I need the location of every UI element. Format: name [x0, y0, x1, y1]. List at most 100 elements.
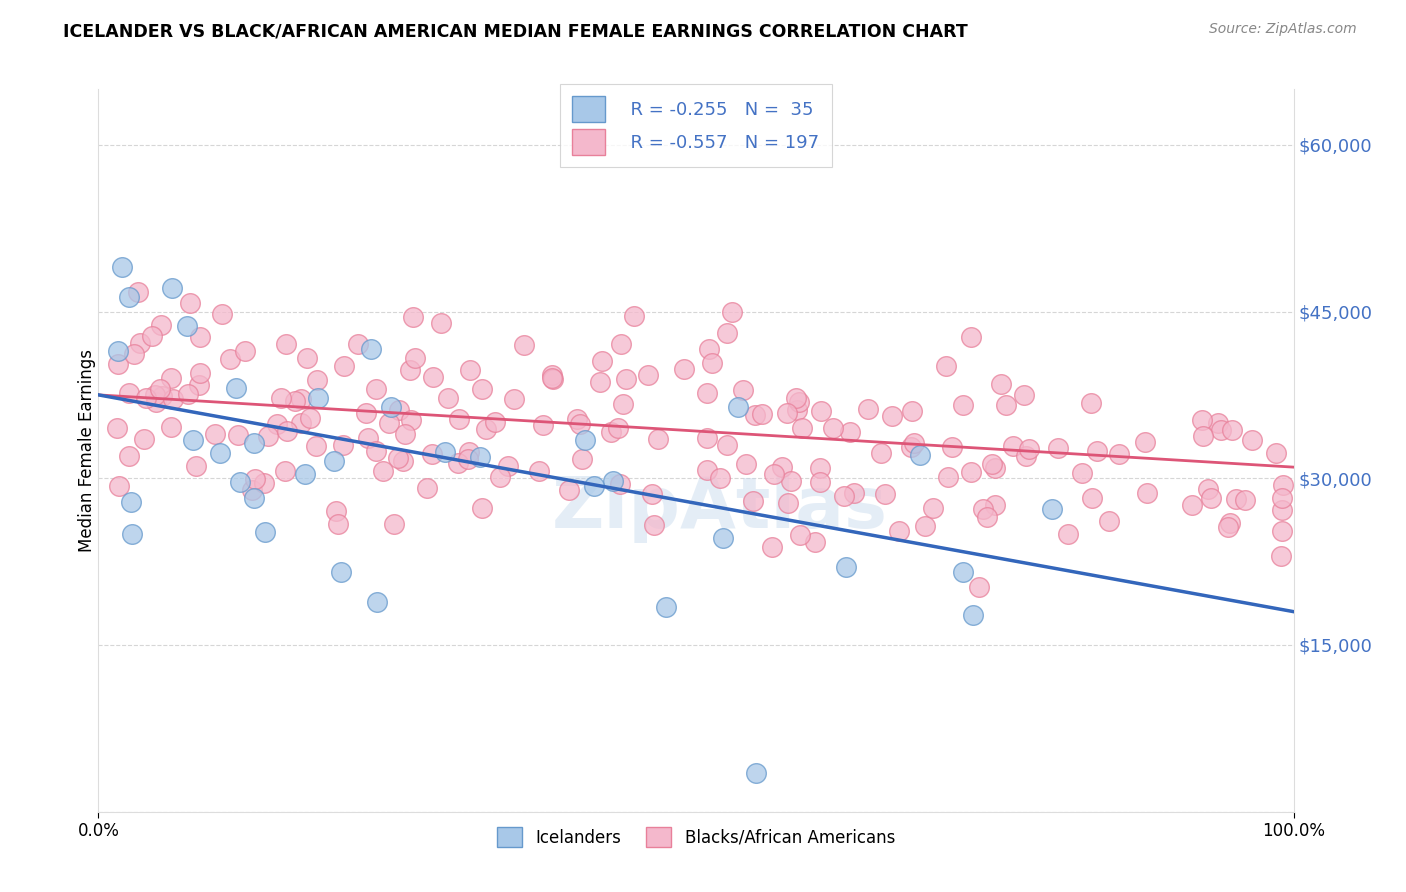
Point: [145, 395, 167, 409]
Point: [589, 375, 612, 389]
Point: [127, 285, 149, 300]
Point: [844, 486, 866, 500]
Point: [709, 471, 731, 485]
Point: [602, 475, 624, 489]
Point: [366, 383, 388, 397]
Point: [190, 366, 212, 380]
Point: [399, 362, 422, 376]
Point: [612, 397, 634, 411]
Point: [1012, 388, 1035, 402]
Point: [959, 465, 981, 479]
Point: [347, 337, 370, 351]
Point: [1056, 526, 1078, 541]
Point: [118, 290, 141, 304]
Point: [647, 433, 669, 447]
Point: [1108, 447, 1130, 461]
Point: [637, 368, 659, 383]
Point: [716, 438, 738, 452]
Point: [402, 310, 425, 324]
Point: [211, 307, 233, 321]
Point: [1085, 444, 1108, 458]
Point: [468, 450, 491, 465]
Point: [1199, 491, 1222, 506]
Point: [721, 305, 744, 319]
Point: [332, 359, 354, 374]
Point: [274, 464, 297, 478]
Legend: Icelanders, Blacks/African Americans: Icelanders, Blacks/African Americans: [491, 821, 901, 854]
Point: [1270, 549, 1292, 564]
Point: [257, 429, 280, 443]
Point: [936, 470, 959, 484]
Point: [471, 500, 494, 515]
Point: [219, 351, 242, 366]
Point: [294, 467, 316, 481]
Point: [1136, 486, 1159, 500]
Point: [436, 391, 458, 405]
Point: [474, 422, 496, 436]
Point: [366, 595, 388, 609]
Point: [742, 494, 765, 508]
Point: [208, 446, 231, 460]
Point: [447, 456, 470, 470]
Point: [392, 454, 415, 468]
Point: [150, 318, 173, 333]
Point: [990, 376, 1012, 391]
Point: [253, 476, 276, 491]
Point: [162, 392, 184, 406]
Point: [377, 417, 399, 431]
Point: [960, 330, 983, 344]
Point: [243, 436, 266, 450]
Point: [623, 309, 645, 323]
Point: [270, 391, 292, 405]
Point: [529, 464, 551, 478]
Point: [457, 445, 479, 459]
Point: [122, 347, 145, 361]
Point: [307, 391, 329, 405]
Text: ZipAtlas: ZipAtlas: [553, 474, 887, 542]
Point: [284, 393, 307, 408]
Point: [176, 318, 198, 333]
Point: [696, 386, 718, 401]
Point: [121, 526, 143, 541]
Point: [541, 370, 564, 384]
Point: [785, 392, 807, 406]
Point: [387, 450, 409, 465]
Point: [600, 425, 623, 439]
Point: [1192, 428, 1215, 442]
Point: [188, 330, 211, 344]
Point: [808, 460, 831, 475]
Point: [887, 524, 910, 538]
Point: [1264, 446, 1286, 460]
Point: [1209, 424, 1232, 438]
Point: [295, 351, 318, 366]
Point: [160, 419, 183, 434]
Point: [380, 400, 402, 414]
Point: [160, 280, 183, 294]
Point: [655, 600, 678, 615]
Point: [984, 460, 1007, 475]
Point: [1271, 491, 1294, 505]
Point: [967, 581, 990, 595]
Point: [360, 342, 382, 356]
Point: [496, 458, 519, 473]
Point: [952, 398, 974, 412]
Point: [276, 337, 298, 351]
Point: [266, 417, 288, 431]
Point: [641, 487, 664, 501]
Point: [357, 432, 380, 446]
Point: [962, 607, 984, 622]
Point: [914, 519, 936, 533]
Point: [1080, 396, 1102, 410]
Point: [242, 483, 264, 498]
Point: [901, 404, 924, 418]
Point: [118, 386, 141, 401]
Point: [643, 517, 665, 532]
Point: [1216, 520, 1239, 534]
Point: [433, 444, 456, 458]
Point: [150, 389, 173, 403]
Point: [541, 368, 564, 383]
Point: [952, 566, 974, 580]
Point: [449, 412, 471, 426]
Point: [354, 406, 377, 420]
Point: [870, 446, 893, 460]
